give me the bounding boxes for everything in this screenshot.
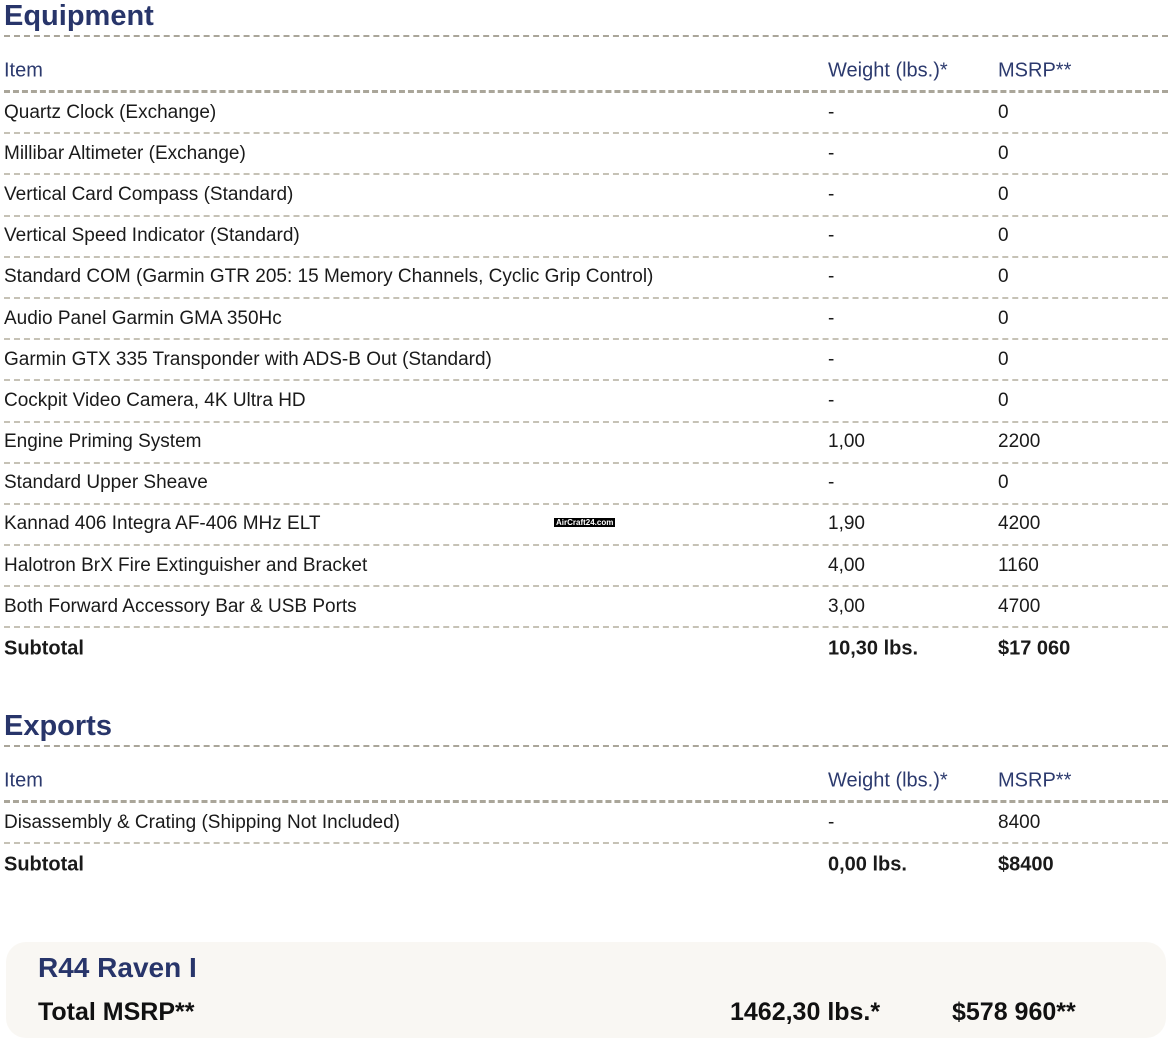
item-msrp: 0	[998, 183, 1009, 205]
header-msrp: MSRP**	[998, 59, 1072, 82]
model-name: R44 Raven I	[38, 952, 197, 983]
table-header: Item Weight (lbs.)* MSRP**	[4, 37, 1168, 93]
subtotal-row: Subtotal 0,00 lbs. $8400	[4, 844, 1168, 885]
divider	[4, 745, 1168, 747]
item-msrp: 0	[998, 348, 1009, 370]
table-row: Engine Priming System 1,00 2200	[4, 423, 1168, 464]
item-name: Millibar Altimeter (Exchange)	[4, 142, 246, 164]
table-row: Both Forward Accessory Bar & USB Ports 3,…	[4, 587, 1168, 629]
subtotal-msrp: $8400	[998, 853, 1054, 876]
item-name: Garmin GTX 335 Transponder with ADS-B Ou…	[4, 348, 492, 370]
table-row: Vertical Card Compass (Standard) - 0	[4, 175, 1168, 217]
table-row: Vertical Speed Indicator (Standard) - 0	[4, 217, 1168, 258]
item-msrp: 0	[998, 101, 1009, 123]
table-header: Item Weight (lbs.)* MSRP**	[4, 747, 1168, 803]
item-weight: -	[828, 472, 835, 494]
item-msrp: 4200	[998, 513, 1041, 535]
table-row: Cockpit Video Camera, 4K Ultra HD - 0	[4, 381, 1168, 423]
item-weight: 3,00	[828, 595, 865, 617]
item-name: Quartz Clock (Exchange)	[4, 101, 217, 123]
item-name: Engine Priming System	[4, 431, 202, 453]
item-weight: -	[828, 389, 835, 411]
item-weight: -	[828, 101, 835, 123]
subtotal-msrp: $17 060	[998, 637, 1071, 660]
table-row: Halotron BrX Fire Extinguisher and Brack…	[4, 546, 1168, 588]
total-summary: R44 Raven I Total MSRP** 1462,30 lbs.* $…	[6, 942, 1166, 1038]
table-row: Millibar Altimeter (Exchange) - 0	[4, 134, 1168, 176]
item-weight: -	[828, 307, 835, 329]
item-name: Halotron BrX Fire Extinguisher and Brack…	[4, 554, 368, 576]
watermark: AirCraft24.com	[554, 518, 616, 527]
item-name: Both Forward Accessory Bar & USB Ports	[4, 595, 357, 617]
subtotal-label: Subtotal	[4, 853, 84, 876]
total-weight: 1462,30 lbs.*	[730, 998, 881, 1026]
header-item: Item	[4, 59, 43, 82]
total-msrp: $578 960**	[952, 998, 1076, 1026]
item-msrp: 0	[998, 142, 1009, 164]
item-name: Vertical Card Compass (Standard)	[4, 183, 294, 205]
exports-table: Item Weight (lbs.)* MSRP** Disassembly &…	[4, 747, 1168, 885]
item-weight: -	[828, 183, 835, 205]
item-msrp: 0	[998, 266, 1009, 288]
item-name: Kannad 406 Integra AF-406 MHz ELT	[4, 513, 321, 535]
equipment-table: Item Weight (lbs.)* MSRP** Quartz Clock …	[4, 37, 1168, 670]
item-msrp: 0	[998, 389, 1009, 411]
divider	[4, 35, 1168, 37]
item-name: Cockpit Video Camera, 4K Ultra HD	[4, 389, 306, 411]
item-name: Audio Panel Garmin GMA 350Hc	[4, 307, 282, 329]
header-weight: Weight (lbs.)*	[828, 59, 948, 82]
item-msrp: 1160	[998, 554, 1039, 576]
item-msrp: 4700	[998, 595, 1041, 617]
exports-title: Exports	[4, 710, 112, 742]
table-row: Disassembly & Crating (Shipping Not Incl…	[4, 803, 1168, 845]
item-weight: -	[828, 142, 835, 164]
total-label: Total MSRP**	[38, 998, 195, 1026]
subtotal-weight: 0,00 lbs.	[828, 853, 907, 876]
subtotal-label: Subtotal	[4, 637, 84, 660]
header-weight: Weight (lbs.)*	[828, 769, 948, 792]
subtotal-weight: 10,30 lbs.	[828, 637, 919, 660]
item-msrp: 0	[998, 225, 1009, 247]
item-name: Standard COM (Garmin GTR 205: 15 Memory …	[4, 266, 654, 288]
item-name: Disassembly & Crating (Shipping Not Incl…	[4, 811, 401, 833]
table-row: Audio Panel Garmin GMA 350Hc - 0	[4, 299, 1168, 341]
item-name: Vertical Speed Indicator (Standard)	[4, 225, 300, 247]
item-weight: 1,00	[828, 431, 865, 453]
table-row: Kannad 406 Integra AF-406 MHz ELT 1,90 420…	[4, 505, 1168, 547]
item-weight: -	[828, 225, 835, 247]
item-weight: -	[828, 348, 835, 370]
table-row: Garmin GTX 335 Transponder with ADS-B Ou…	[4, 340, 1168, 382]
item-msrp: 2200	[998, 431, 1041, 453]
item-msrp: 8400	[998, 811, 1041, 833]
item-msrp: 0	[998, 472, 1009, 494]
subtotal-row: Subtotal 10,30 lbs. $17 060	[4, 628, 1168, 669]
item-weight: 4,00	[828, 554, 865, 576]
equipment-title: Equipment	[4, 0, 154, 32]
header-msrp: MSRP**	[998, 769, 1072, 792]
item-name: Standard Upper Sheave	[4, 472, 208, 494]
item-weight: 1,90	[828, 513, 865, 535]
header-item: Item	[4, 769, 43, 792]
table-row: Standard Upper Sheave - 0	[4, 464, 1168, 505]
table-row: Quartz Clock (Exchange) - 0	[4, 93, 1168, 135]
item-weight: -	[828, 811, 835, 833]
item-msrp: 0	[998, 307, 1009, 329]
table-row: Standard COM (Garmin GTR 205: 15 Memory …	[4, 258, 1168, 299]
item-weight: -	[828, 266, 835, 288]
